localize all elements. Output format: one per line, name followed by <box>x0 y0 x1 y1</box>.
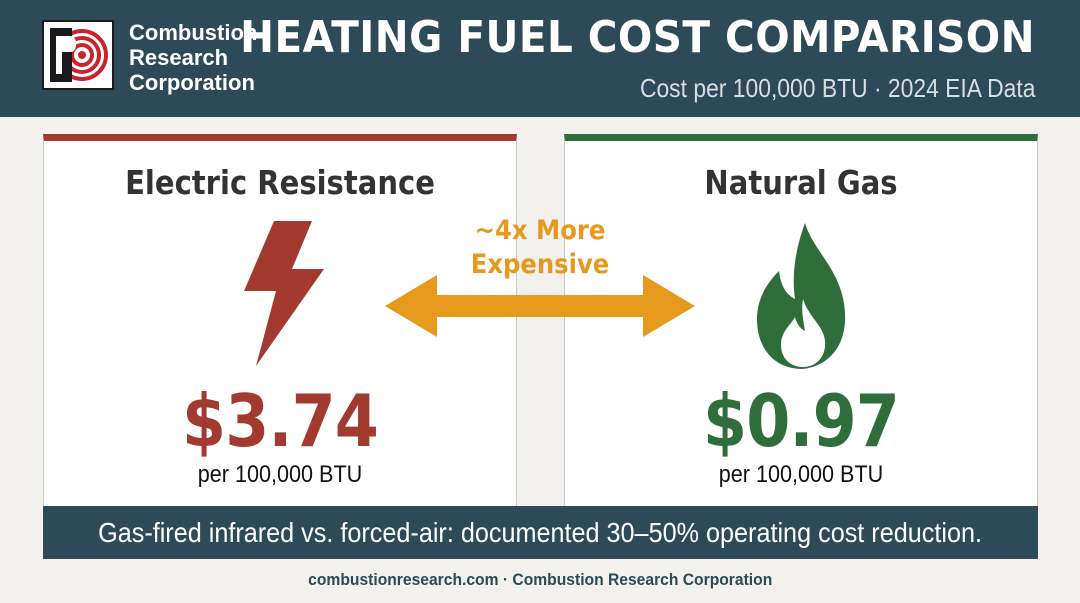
header-bar: Combustion Research Corporation HEATING … <box>0 0 1080 117</box>
company-logo-text: Combustion Research Corporation <box>129 20 257 95</box>
logo-line: Corporation <box>129 70 255 95</box>
summary-banner: Gas-fired infrared vs. forced-air: docum… <box>43 506 1038 559</box>
electric-resistance-card: Electric Resistance $3.74 per 100,000 BT… <box>43 134 517 506</box>
lightning-bolt-icon <box>234 221 334 366</box>
callout-line: ~4x More <box>474 215 606 246</box>
card-title: Natural Gas <box>704 163 898 202</box>
logo-line: Research <box>129 45 229 70</box>
double-arrow-icon <box>385 275 695 337</box>
flame-icon <box>747 221 857 371</box>
price-unit: per 100,000 BTU <box>718 461 884 488</box>
page-subtitle: Cost per 100,000 BTU · 2024 EIA Data <box>639 73 1035 103</box>
banner-text: Gas-fired infrared vs. forced-air: docum… <box>98 517 983 548</box>
footer-text: combustionresearch.com · Combustion Rese… <box>307 570 773 589</box>
electric-price: $3.74 <box>181 379 379 463</box>
footer-credit: combustionresearch.com · Combustion Rese… <box>0 570 1080 590</box>
card-title: Electric Resistance <box>125 163 435 202</box>
cost-multiplier-callout: ~4x More Expensive <box>440 214 640 282</box>
price-unit: per 100,000 BTU <box>197 461 363 488</box>
page-title: HEATING FUEL COST COMPARISON <box>240 12 1035 63</box>
logo-line: Combustion <box>129 20 258 45</box>
concentric-rings-logo-icon <box>42 20 114 90</box>
natural-gas-price: $0.97 <box>702 379 900 463</box>
callout-line: Expensive <box>470 249 610 280</box>
